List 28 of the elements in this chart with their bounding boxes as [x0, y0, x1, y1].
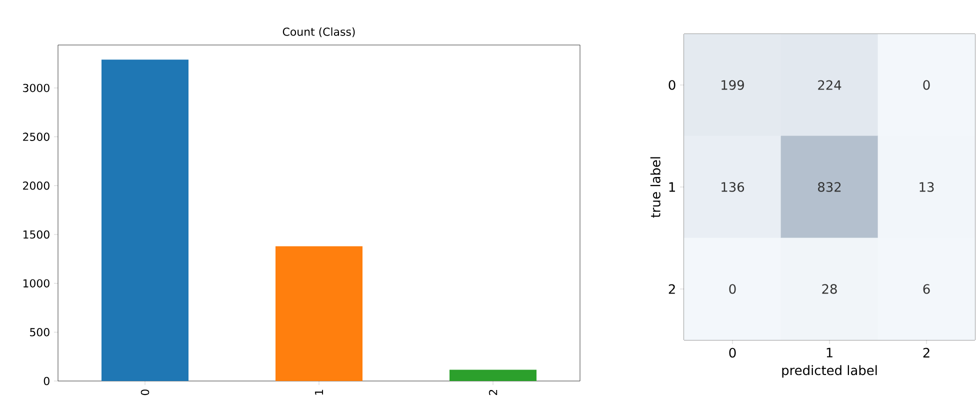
data-label: 224 [818, 80, 842, 90]
y-tick-label: 1000 [23, 279, 50, 288]
data-label: 136 [722, 182, 744, 192]
chart-title: Count (Class) [282, 27, 355, 38]
y-tick-label: 0 [668, 80, 676, 90]
data-label: 0 [729, 284, 736, 294]
data-label: 199 [722, 80, 744, 90]
y-axis-title: true label [650, 157, 660, 218]
x-tick-label: 1 [826, 348, 832, 358]
y-tick-label: 2500 [23, 132, 50, 141]
y-tick-label: 0 [44, 376, 50, 386]
x-tick-label: 0 [140, 390, 150, 396]
data-label: 832 [818, 182, 841, 192]
y-tick-label: 2 [668, 284, 675, 294]
y-tick-label: 1 [669, 182, 675, 192]
x-tick-label: 0 [729, 348, 736, 358]
y-tick-label: 1500 [23, 230, 50, 239]
data-label: 28 [822, 284, 837, 294]
y-tick-label: 3000 [23, 84, 50, 92]
data-label: 6 [923, 284, 930, 294]
data-label: 13 [920, 182, 934, 192]
x-tick-label: 2 [488, 390, 498, 396]
x-tick-label: 1 [315, 390, 323, 395]
y-tick-label: 2000 [23, 182, 50, 190]
y-tick-label: 500 [30, 328, 50, 336]
x-axis-title: predicted label [782, 365, 877, 378]
x-tick-label: 2 [923, 348, 930, 358]
data-label: 0 [923, 80, 930, 90]
